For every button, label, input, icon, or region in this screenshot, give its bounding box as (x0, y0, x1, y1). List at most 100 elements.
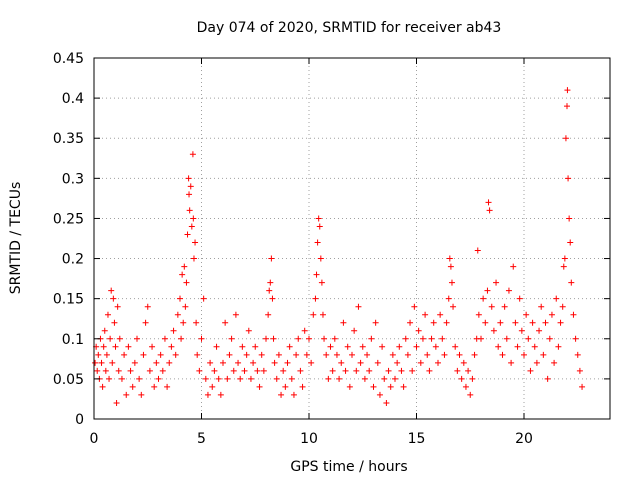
data-point (153, 359, 160, 366)
data-point (190, 215, 197, 222)
data-point (383, 399, 390, 406)
data-point (118, 375, 125, 382)
data-point (475, 311, 482, 318)
data-point (301, 327, 308, 334)
data-point (239, 343, 246, 350)
data-point (157, 351, 164, 358)
data-point (129, 383, 136, 390)
data-point (488, 303, 495, 310)
y-tick-label: 0 (75, 412, 84, 428)
data-point (411, 303, 418, 310)
data-point (149, 343, 156, 350)
data-point (396, 343, 403, 350)
data-point (555, 343, 562, 350)
data-point (241, 367, 248, 374)
data-point (252, 343, 259, 350)
data-point (521, 351, 527, 358)
data-point (501, 303, 508, 310)
data-point (181, 263, 188, 270)
data-point (269, 295, 276, 302)
data-point (389, 351, 396, 358)
data-point (542, 319, 549, 326)
data-point (182, 303, 189, 310)
data-point (355, 303, 362, 310)
data-point (505, 287, 512, 294)
data-point (561, 255, 568, 262)
data-point (381, 375, 388, 382)
data-point (180, 319, 187, 326)
data-point (467, 391, 474, 398)
data-point (306, 335, 312, 342)
data-point (250, 359, 257, 366)
data-point (398, 367, 405, 374)
data-point (140, 351, 147, 358)
chart-title: Day 074 of 2020, SRMTID for receiver ab4… (197, 20, 502, 36)
data-point (370, 383, 377, 390)
data-point (308, 359, 315, 366)
data-point (113, 399, 120, 406)
data-point (512, 319, 519, 326)
data-point (98, 359, 105, 366)
data-point (310, 311, 317, 318)
data-point (184, 231, 191, 238)
data-point (189, 151, 196, 158)
data-point (178, 335, 185, 342)
data-point (186, 191, 193, 198)
data-point (564, 87, 571, 94)
data-point (220, 359, 226, 366)
data-point (544, 375, 551, 382)
data-point (315, 215, 322, 222)
x-tick-labels: 0 5 10 15 20 (90, 431, 533, 447)
data-point (548, 311, 555, 318)
data-point (121, 351, 128, 358)
data-point (450, 303, 457, 310)
data-point (200, 295, 207, 302)
data-point (417, 359, 424, 366)
data-point (342, 367, 349, 374)
data-point (493, 279, 500, 286)
data-point (222, 319, 229, 326)
data-point (346, 383, 353, 390)
data-point (185, 175, 192, 182)
data-point (228, 335, 235, 342)
data-point (134, 335, 140, 342)
data-point (112, 343, 119, 350)
data-point (215, 375, 222, 382)
data-point (268, 255, 275, 262)
data-point (314, 239, 321, 246)
data-point (553, 295, 560, 302)
data-point (230, 367, 237, 374)
data-point (271, 359, 278, 366)
x-tick-label: 15 (408, 431, 426, 447)
x-tick-label: 5 (197, 431, 206, 447)
data-point (458, 375, 465, 382)
data-point (486, 207, 493, 214)
data-point (101, 327, 108, 334)
data-point (102, 367, 109, 374)
data-point (441, 351, 448, 358)
data-point (333, 351, 340, 358)
data-point (482, 319, 489, 326)
data-point (172, 351, 179, 358)
data-point (266, 287, 273, 294)
data-point (318, 279, 325, 286)
data-point (144, 303, 151, 310)
data-point (293, 351, 300, 358)
data-point (364, 351, 371, 358)
data-point (368, 335, 375, 342)
data-point (280, 367, 287, 374)
data-point (329, 367, 336, 374)
data-point (471, 351, 478, 358)
y-tick-label: 0.3 (62, 171, 84, 187)
data-point (540, 351, 547, 358)
data-point (297, 367, 304, 374)
data-point (319, 311, 326, 318)
y-tick-labels: 0 0.05 0.1 0.15 0.2 0.25 0.3 0.35 0.4 0.45 (53, 51, 84, 428)
data-point (187, 183, 194, 190)
data-point (456, 351, 463, 358)
data-point (366, 367, 373, 374)
y-tick-label: 0.1 (62, 332, 84, 348)
data-point (443, 319, 450, 326)
data-point (460, 359, 467, 366)
data-point (127, 367, 134, 374)
